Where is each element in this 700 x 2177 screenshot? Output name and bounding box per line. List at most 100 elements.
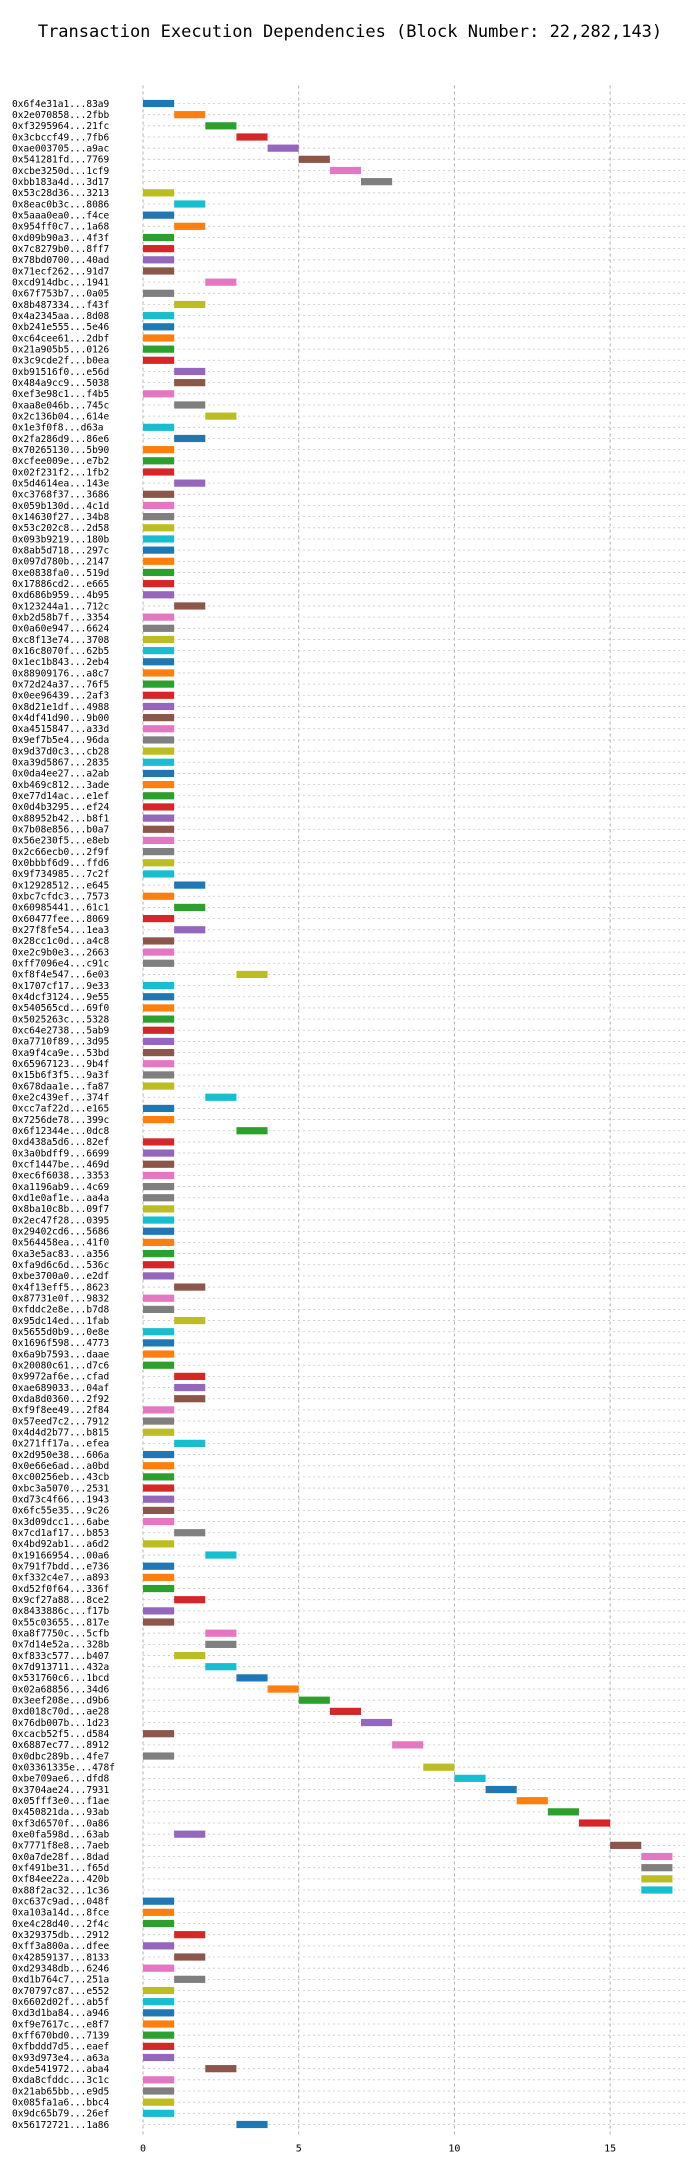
y-tick-label: 0xd018c70d...ae28: [12, 1707, 110, 1718]
y-tick-label: 0x097d780b...2147: [12, 557, 109, 568]
transaction-bar: [143, 892, 175, 900]
transaction-bar: [174, 200, 206, 208]
transaction-bar: [143, 1897, 175, 1905]
y-tick-label: 0x42859137...8133: [12, 1952, 109, 1963]
transaction-bar: [143, 468, 175, 476]
transaction-bar: [143, 345, 175, 353]
transaction-bar: [143, 937, 175, 945]
transaction-bar: [143, 1908, 175, 1916]
transaction-bar: [143, 1573, 175, 1581]
y-tick-label: 0xf833c577...b407: [12, 1651, 109, 1662]
transaction-bar: [454, 1774, 486, 1782]
transaction-bar: [143, 658, 175, 666]
transaction-bar: [143, 535, 175, 543]
transaction-bar: [143, 1428, 175, 1436]
transaction-bar: [143, 2031, 175, 2039]
chart-title: Transaction Execution Dependencies (Bloc…: [37, 22, 663, 42]
y-tick-label: 0x17886cd2...e665: [12, 579, 109, 590]
y-tick-label: 0xf332c4e7...a893: [12, 1573, 109, 1584]
transaction-bar: [143, 1406, 175, 1414]
y-tick-label: 0x3704ae24...7931: [12, 1785, 110, 1796]
transaction-bar: [143, 457, 175, 465]
y-tick-label: 0x085fa1a6...bbc4: [12, 2097, 110, 2108]
transaction-bar: [174, 367, 206, 376]
transaction-bar: [143, 2109, 175, 2117]
y-tick-label: 0xcc7af22d...e165: [12, 1104, 109, 1115]
transaction-bar: [143, 1986, 175, 1995]
y-tick-label: 0x4d4d2b77...b815: [12, 1428, 109, 1439]
transaction-bar: [641, 1875, 673, 1883]
transaction-bar: [143, 1182, 175, 1191]
transaction-bar: [143, 1261, 175, 1269]
y-tick-label: 0x95dc14ed...1fab: [12, 1316, 110, 1327]
y-tick-label: 0xa1196ab9...4c69: [12, 1182, 110, 1193]
transaction-bar: [174, 881, 206, 889]
y-tick-label: 0x02f231f2...1fb2: [12, 467, 109, 478]
y-tick-label: 0xfa9d6c6d...536c: [12, 1260, 109, 1271]
transaction-bar: [143, 1082, 175, 1090]
transaction-bar: [361, 1718, 393, 1727]
y-tick-label: 0x0ee96439...2af3: [12, 691, 109, 702]
y-tick-label: 0x4dcf3124...9e55: [12, 992, 109, 1003]
y-tick-label: 0x6f4e31a1...83a9: [12, 99, 110, 110]
y-tick-label: 0x02a68856...34d6: [12, 1684, 110, 1695]
transaction-bar: [143, 825, 175, 833]
y-tick-label: 0x3cbccf49...7fb6: [12, 132, 110, 143]
transaction-bar: [143, 334, 175, 342]
transaction-bar: [174, 434, 206, 443]
transaction-bar: [143, 1473, 175, 1481]
y-tick-label: 0x531760c6...1bcd: [12, 1673, 109, 1684]
y-tick-label: 0x0dbc289b...4fe7: [12, 1751, 109, 1762]
y-tick-label: 0x29402cd6...5686: [12, 1227, 110, 1238]
transaction-bar: [641, 1852, 673, 1861]
y-tick-label: 0xae003705...a9ac: [12, 143, 109, 154]
transaction-bar: [298, 155, 330, 163]
transaction-bar: [143, 1964, 175, 1972]
y-tick-label: 0x21ab65bb...e9d5: [12, 2086, 109, 2097]
x-tick-label: 10: [448, 2144, 460, 2155]
transaction-bar: [174, 379, 206, 387]
transaction-bar: [143, 1026, 175, 1034]
transaction-bar: [143, 702, 175, 711]
y-tick-label: 0x4df41d90...9b00: [12, 713, 110, 724]
transaction-bar: [143, 524, 175, 532]
transaction-bar: [641, 1864, 673, 1872]
transaction-bar: [143, 1305, 175, 1314]
transaction-bar: [143, 99, 175, 108]
transaction-bar: [143, 1272, 175, 1280]
transaction-bar: [361, 178, 393, 186]
transaction-bar: [143, 993, 175, 1001]
y-tick-label: 0x9ef7b5e4...96da: [12, 735, 109, 746]
y-tick-label: 0x450821da...93ab: [12, 1807, 110, 1818]
transaction-bar: [143, 781, 175, 789]
y-tick-label: 0xe4c28d40...2f4c: [12, 1919, 109, 1930]
transaction-bar: [143, 2020, 175, 2028]
y-tick-label: 0x16c8070f...62b5: [12, 646, 109, 657]
transaction-bar: [143, 1607, 175, 1615]
transaction-bar: [143, 859, 175, 867]
transaction-bar: [143, 848, 175, 856]
y-tick-label: 0xc64e2738...5ab9: [12, 1026, 110, 1037]
bars: [143, 99, 673, 2129]
y-tick-label: 0x70797c87...e552: [12, 1986, 109, 1997]
y-tick-label: 0xfddc2e8e...b7d8: [12, 1305, 110, 1316]
y-tick-label: 0x8433886c...f17b: [12, 1606, 110, 1617]
transaction-bar: [143, 423, 175, 431]
transaction-bar: [205, 1663, 237, 1671]
y-tick-label: 0x60985441...61c1: [12, 903, 110, 914]
y-tick-label: 0xda8cfddc...3c1c: [12, 2075, 109, 2086]
y-tick-label: 0xd09b90a3...4f3f: [12, 233, 109, 244]
transaction-bar: [392, 1741, 424, 1749]
y-tick-label: 0x6fc55e35...9c26: [12, 1506, 110, 1517]
y-tick-label: 0xa3e5ac83...a356: [12, 1249, 110, 1260]
y-tick-label: 0x53c202c8...2d58: [12, 523, 110, 534]
y-tick-label: 0xe0fa598d...63ab: [12, 1829, 110, 1840]
transaction-bar: [143, 1361, 175, 1369]
y-tick-label: 0xcacb52f5...d584: [12, 1729, 110, 1740]
transaction-bar: [174, 926, 206, 934]
transaction-bar: [143, 245, 175, 253]
transaction-bar: [143, 267, 175, 275]
transaction-bar: [174, 602, 206, 610]
y-tick-label: 0x20080c61...d7c6: [12, 1361, 110, 1372]
